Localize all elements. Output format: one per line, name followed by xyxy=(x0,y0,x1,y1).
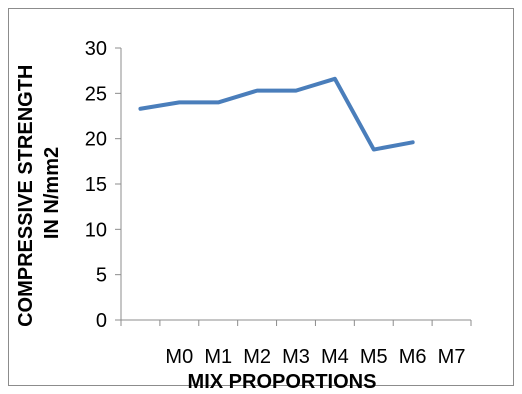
y-tick-label: 20 xyxy=(85,129,107,151)
x-tick-label: M2 xyxy=(243,346,271,368)
y-tick-labels: 0 5 10 15 20 25 30 xyxy=(85,38,107,332)
x-tick-label: M4 xyxy=(321,346,349,368)
y-axis-title-line-2: IN N/mm2 xyxy=(41,147,63,239)
series-line xyxy=(138,76,415,152)
x-tick-labels: M0 M1 M2 M3 M4 M5 M6 M7 xyxy=(165,346,465,368)
y-tick-label: 5 xyxy=(96,265,107,287)
x-tick-label: M3 xyxy=(282,346,310,368)
y-axis xyxy=(115,47,122,321)
x-tick-label: M5 xyxy=(360,346,388,368)
x-tick-label: M1 xyxy=(204,346,232,368)
y-tick-label: 10 xyxy=(85,219,107,241)
y-axis-title-line-1: COMPRESSIVE STRENGTH xyxy=(15,65,37,327)
y-axis-title: COMPRESSIVE STRENGTH IN N/mm2 xyxy=(15,59,63,327)
y-tick-label: 25 xyxy=(85,83,107,105)
x-axis-title: MIX PROPORTIONS xyxy=(188,371,377,393)
x-tick-label: M7 xyxy=(438,346,466,368)
y-tick-label: 0 xyxy=(96,310,107,332)
series-lines xyxy=(138,76,415,152)
x-axis xyxy=(120,319,472,326)
y-tick-label: 15 xyxy=(85,174,107,196)
y-tick-label: 30 xyxy=(85,38,107,60)
x-tick-label: M6 xyxy=(399,346,427,368)
x-tick-label: M0 xyxy=(165,346,193,368)
chart-border xyxy=(8,8,514,386)
